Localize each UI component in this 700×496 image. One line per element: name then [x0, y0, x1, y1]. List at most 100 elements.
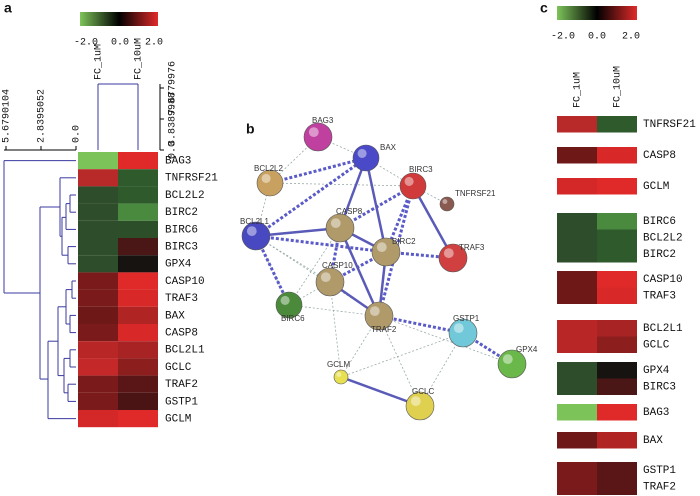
heatmap-cell — [118, 186, 158, 204]
protein-node — [241, 221, 271, 251]
gene-label: BIRC3 — [643, 382, 676, 394]
connector — [340, 332, 464, 378]
protein-node — [303, 122, 333, 152]
node-highlight — [442, 199, 448, 204]
heatmap-cell — [597, 336, 637, 353]
node-highlight — [453, 323, 464, 333]
node-label: GSTP1 — [453, 314, 480, 323]
gene-label: BIRC2 — [643, 249, 676, 261]
node-highlight — [261, 173, 271, 183]
node-highlight — [246, 226, 257, 237]
connector — [255, 234, 387, 254]
heatmap-cell — [597, 178, 637, 195]
node-highlight — [376, 242, 387, 253]
node-label: TNFRSF21 — [455, 189, 496, 198]
node-label: BIRC6 — [281, 314, 305, 323]
node-highlight — [320, 272, 331, 282]
protein-node — [275, 291, 303, 319]
heatmap-cell — [118, 306, 158, 324]
gene-label: GPX4 — [643, 365, 670, 377]
node-highlight — [369, 306, 380, 316]
gene-label: CASP10 — [643, 274, 683, 286]
protein-node — [352, 144, 380, 172]
heatmap-cell — [118, 289, 158, 307]
gene-label: BIRC3 — [165, 242, 198, 254]
heatmap-cell — [557, 478, 597, 495]
connector — [288, 227, 341, 306]
gene-label: GCLM — [643, 181, 669, 193]
gene-label: TRAF3 — [643, 291, 676, 303]
heatmap-cell — [597, 229, 637, 246]
node-label: CASP10 — [322, 261, 353, 270]
heatmap-cell — [78, 358, 118, 376]
heatmap-cell — [597, 462, 637, 479]
node-label: GCLM — [327, 360, 350, 369]
heatmap-cell — [118, 220, 158, 238]
heatmap-cell — [118, 255, 158, 273]
protein-node — [371, 237, 401, 267]
heatmap-cell — [78, 375, 118, 393]
heatmap-cell — [557, 116, 597, 133]
heatmap-cell — [597, 432, 637, 449]
connector — [255, 235, 331, 283]
dendrogram-tick: 0.0 — [168, 141, 179, 159]
gene-label: BCL2L2 — [643, 233, 683, 245]
colorbar — [557, 6, 637, 20]
heatmap-cell — [78, 238, 118, 256]
heatmap-cell — [78, 255, 118, 273]
node-highlight — [443, 248, 454, 258]
gene-label: GCLC — [165, 362, 192, 374]
node-highlight — [410, 396, 421, 406]
node-label: GCLC — [412, 387, 434, 396]
gene-label: BIRC6 — [643, 216, 676, 228]
colorbar-label: -2.0 — [551, 32, 575, 43]
node-label: CASP8 — [336, 207, 363, 216]
gene-label: TRAF2 — [165, 379, 198, 391]
protein-node — [497, 349, 527, 379]
panel-label: a — [4, 0, 12, 16]
heatmap-cell — [557, 432, 597, 449]
colorbar-label: 0.0 — [588, 32, 606, 43]
protein-node — [256, 169, 284, 197]
connector — [269, 136, 319, 184]
heatmap-cell — [118, 324, 158, 342]
protein-node — [325, 213, 355, 243]
column-label: FC_10uM — [613, 66, 624, 108]
protein-node — [364, 301, 394, 331]
colorbar-label: 2.0 — [622, 32, 640, 43]
protein-node — [333, 369, 349, 385]
heatmap-cell — [78, 410, 118, 428]
connector — [269, 156, 367, 185]
node-label: BCL2L1 — [240, 217, 269, 226]
gene-label: BCL2L2 — [165, 190, 205, 202]
gene-label: CASP10 — [165, 276, 205, 288]
heatmap-cell — [78, 152, 118, 170]
node-label: TRAF3 — [459, 243, 485, 252]
heatmap-cell — [597, 116, 637, 133]
connector — [364, 157, 388, 253]
gene-label: TRAF2 — [643, 482, 676, 494]
heatmap-cell — [118, 392, 158, 410]
gene-label: BCL2L1 — [643, 323, 683, 335]
heatmap-cell — [118, 410, 158, 428]
node-highlight — [330, 218, 341, 229]
heatmap-cell — [78, 203, 118, 221]
heatmap-cell — [597, 478, 637, 495]
node-highlight — [357, 148, 367, 158]
heatmap-cell — [118, 272, 158, 290]
heatmap-cell — [118, 169, 158, 187]
connector — [338, 227, 381, 317]
gene-label: CASP8 — [643, 150, 676, 162]
heatmap-cell — [597, 287, 637, 304]
heatmap-cell — [78, 392, 118, 410]
node-label: BAG3 — [312, 116, 334, 125]
heatmap-cell — [557, 336, 597, 353]
heatmap-cell — [78, 169, 118, 187]
heatmap-cell — [597, 320, 637, 337]
heatmap-cell — [557, 271, 597, 288]
gene-label: GPX4 — [165, 259, 192, 271]
heatmap-cell — [557, 462, 597, 479]
node-label: BCL2L2 — [254, 164, 283, 173]
node-label: BAX — [380, 143, 397, 152]
